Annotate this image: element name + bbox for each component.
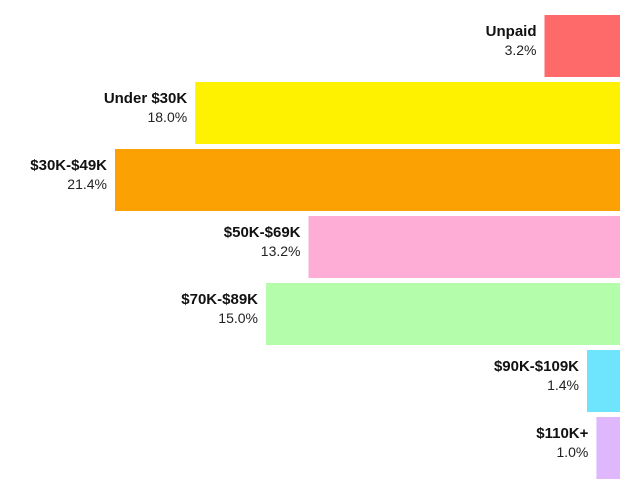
value-label-under-30k: 18.0% — [147, 109, 187, 125]
bar-unpaid — [544, 15, 620, 77]
bar-30k-49k — [115, 149, 620, 211]
category-label-unpaid: Unpaid — [486, 23, 537, 40]
bar-70k-89k — [266, 283, 620, 345]
value-label-50k-69k: 13.2% — [261, 243, 301, 259]
category-label-90k-109k: $90K-$109K — [494, 358, 579, 375]
value-label-unpaid: 3.2% — [505, 42, 537, 58]
bar-under-30k — [195, 82, 620, 144]
category-label-50k-69k: $50K-$69K — [224, 224, 301, 241]
category-label-110k: $110K+ — [536, 425, 588, 442]
bar-110k — [596, 417, 620, 479]
category-label-under-30k: Under $30K — [104, 90, 188, 107]
bars-group — [115, 15, 620, 479]
value-label-30k-49k: 21.4% — [67, 176, 107, 192]
category-label-70k-89k: $70K-$89K — [181, 291, 258, 308]
value-label-70k-89k: 15.0% — [218, 310, 258, 326]
value-label-110k: 1.0% — [556, 444, 588, 460]
labels-group: Unpaid 3.2% Under $30K 18.0% $30K-$49K 21.4% $… — [30, 23, 588, 460]
bar-90k-109k — [587, 350, 620, 412]
bar-50k-69k — [308, 216, 620, 278]
value-label-90k-109k: 1.4% — [547, 377, 579, 393]
category-label-30k-49k: $30K-$49K — [30, 157, 107, 174]
